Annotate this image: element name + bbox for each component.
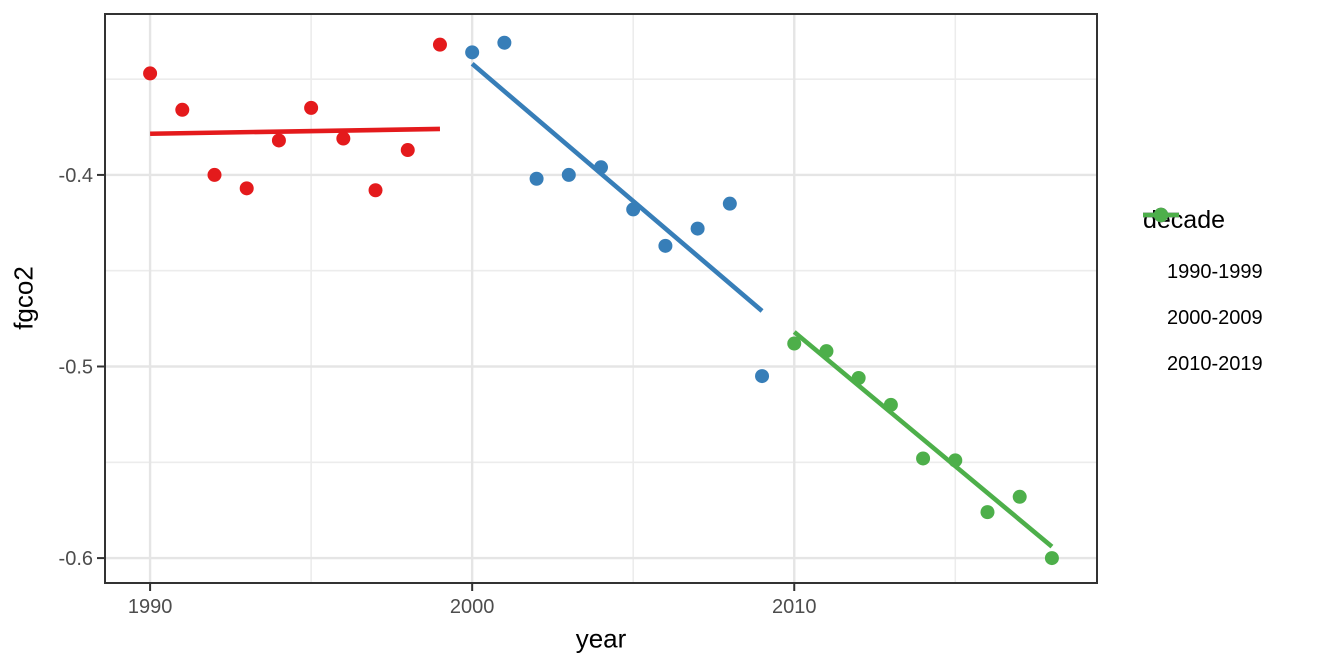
trend-line bbox=[792, 330, 1054, 549]
legend-entry: 2000-2009 bbox=[1143, 207, 1263, 341]
data-point bbox=[594, 160, 608, 175]
data-point bbox=[143, 66, 158, 81]
data-point bbox=[497, 35, 512, 50]
trend-line bbox=[150, 126, 440, 137]
legend-entry: 2010-2019 bbox=[1143, 207, 1263, 387]
data-point bbox=[368, 183, 383, 198]
legend-key-icon bbox=[1143, 207, 1179, 223]
legend-key-point bbox=[1153, 207, 1169, 223]
data-point bbox=[722, 196, 737, 211]
data-point bbox=[948, 453, 963, 468]
data-point bbox=[336, 131, 351, 146]
legend-entry-label: 2010-2019 bbox=[1167, 352, 1263, 375]
data-point bbox=[755, 369, 770, 384]
y-tick-label: -0.4 bbox=[59, 165, 93, 187]
x-tick-label: 2010 bbox=[772, 596, 817, 618]
data-point bbox=[851, 371, 866, 386]
data-point bbox=[239, 181, 254, 196]
y-axis-title: fgco2 bbox=[8, 266, 39, 330]
data-point bbox=[175, 102, 190, 117]
data-point bbox=[432, 37, 447, 52]
y-tick-label: -0.5 bbox=[59, 357, 93, 379]
legend: decade 1990-1999 2000-2009 2010-2019 bbox=[1143, 206, 1263, 387]
data-point bbox=[626, 202, 641, 217]
x-tick-label: 2000 bbox=[450, 596, 495, 618]
data-point bbox=[561, 167, 576, 182]
data-point bbox=[207, 167, 222, 182]
data-point bbox=[271, 133, 286, 148]
data-point bbox=[658, 238, 673, 253]
axes-layer: 1990 2000 2010 -0.4 -0.5 -0.6 bbox=[59, 165, 817, 618]
data-point bbox=[1012, 489, 1027, 504]
y-tick-label: -0.6 bbox=[59, 548, 93, 570]
data-point bbox=[400, 143, 415, 158]
legend-entries: 1990-1999 2000-2009 2010-2019 bbox=[1143, 207, 1263, 387]
legend-entry-label: 1990-1999 bbox=[1167, 260, 1263, 283]
data-point bbox=[690, 221, 705, 236]
data-point bbox=[819, 344, 834, 359]
data-point bbox=[916, 451, 931, 466]
data-point bbox=[304, 100, 319, 115]
data-point bbox=[980, 505, 995, 520]
x-axis-title: year bbox=[575, 623, 627, 654]
data-point bbox=[465, 45, 480, 60]
series-layer bbox=[143, 35, 1059, 566]
data-point bbox=[529, 171, 544, 186]
data-point bbox=[787, 336, 802, 351]
legend-entry-label: 2000-2009 bbox=[1167, 306, 1263, 329]
panel-border bbox=[104, 13, 1098, 584]
data-point bbox=[1044, 551, 1059, 566]
x-tick-label: 1990 bbox=[128, 596, 173, 618]
panel-background bbox=[105, 14, 1097, 583]
data-point bbox=[883, 397, 898, 412]
trend-line bbox=[470, 62, 764, 313]
legend-entry: 1990-1999 bbox=[1143, 207, 1263, 295]
